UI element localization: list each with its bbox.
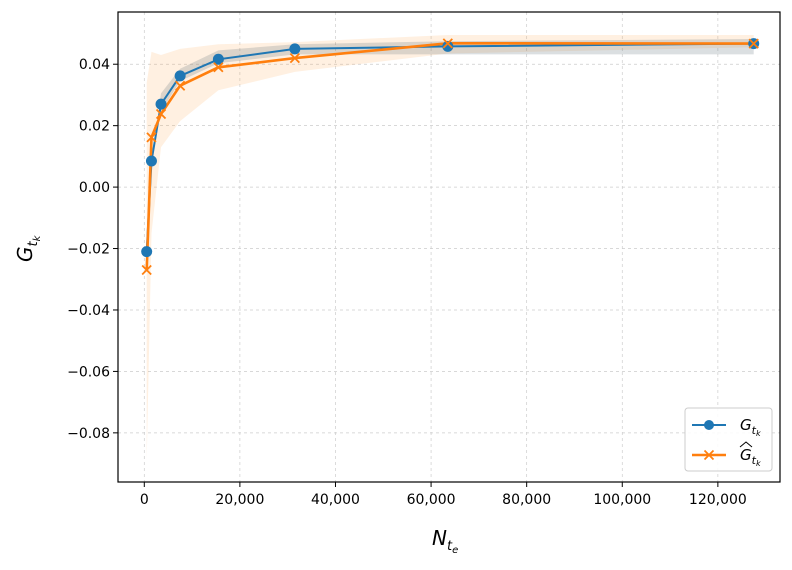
series-lines xyxy=(145,41,754,271)
legend-entry-ghat: Gtk xyxy=(692,441,761,468)
y-axis-title: Gtk xyxy=(13,234,43,262)
grid xyxy=(118,12,780,482)
legend-marker-ghat xyxy=(703,449,715,461)
point-series-1-2 xyxy=(155,108,167,120)
x-tick-label-3: 60,000 xyxy=(407,492,456,508)
y-tick-label-0: −0.08 xyxy=(67,426,110,442)
x-tick-label-0: 0 xyxy=(140,492,149,508)
point-series-1-4 xyxy=(213,62,224,73)
point-series-1-7 xyxy=(748,38,759,49)
point-series-1-5 xyxy=(289,52,300,64)
point-series-1-3 xyxy=(175,80,186,91)
y-tick-label-3: −0.02 xyxy=(67,242,110,258)
y-tick-label-6: 0.04 xyxy=(79,57,110,73)
legend-marker-g xyxy=(704,420,714,430)
band-series-0 xyxy=(146,39,754,252)
x-tick-label-2: 40,000 xyxy=(311,492,360,508)
point-series-1-0 xyxy=(141,264,152,276)
point-series-0-1 xyxy=(145,155,157,167)
band-series-1 xyxy=(146,35,754,461)
y-axis-ticks: −0.08 −0.06 −0.04 −0.02 0.00 0.02 0.04 xyxy=(67,57,118,442)
point-series-1-6 xyxy=(442,38,453,49)
y-tick-label-5: 0.02 xyxy=(79,119,110,135)
y-tick-label-1: −0.06 xyxy=(67,364,110,380)
x-axis-title: Nte xyxy=(432,526,458,556)
x-tick-label-5: 100,000 xyxy=(593,492,651,508)
x-tick-label-1: 20,000 xyxy=(215,492,264,508)
point-series-0-4 xyxy=(212,53,224,65)
line-series-1 xyxy=(145,41,754,271)
legend: Gtk Gtk xyxy=(684,407,773,472)
point-series-0-5 xyxy=(289,43,301,55)
series-markers xyxy=(141,38,760,276)
y-tick-label-2: −0.04 xyxy=(67,303,110,319)
point-series-0-0 xyxy=(141,246,153,258)
point-series-0-2 xyxy=(155,98,167,110)
x-axis-ticks: 0 20,000 40,000 60,000 80,000 100,000 120,000 xyxy=(140,482,747,508)
y-tick-label-4: 0.00 xyxy=(79,180,110,196)
x-tick-label-6: 120,000 xyxy=(689,492,747,508)
plot-frame xyxy=(117,11,781,483)
legend-hat-ghat xyxy=(739,441,753,448)
x-tick-label-4: 80,000 xyxy=(502,492,551,508)
point-series-0-6 xyxy=(442,40,454,52)
point-series-1-1 xyxy=(146,132,157,143)
point-series-0-3 xyxy=(174,70,186,82)
confidence-bands xyxy=(146,35,754,461)
